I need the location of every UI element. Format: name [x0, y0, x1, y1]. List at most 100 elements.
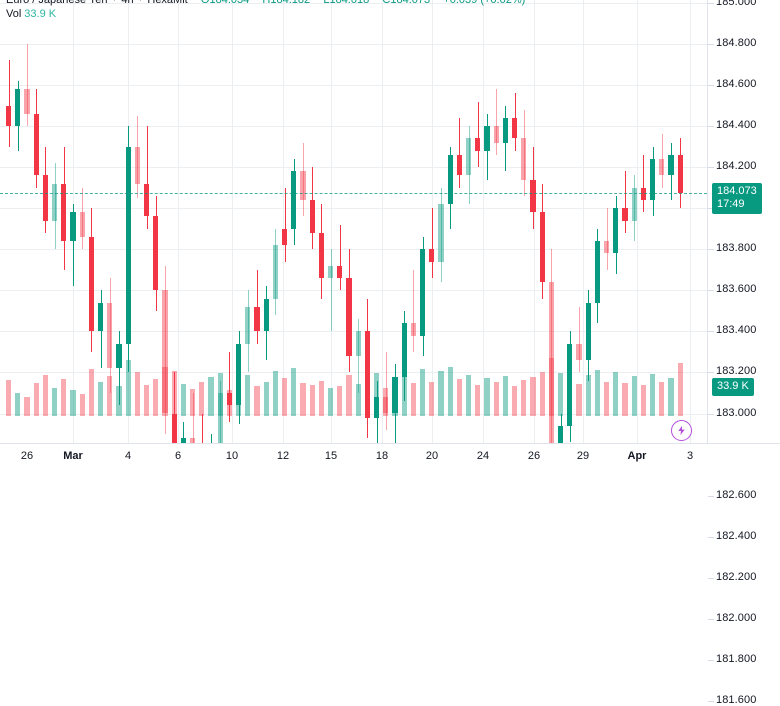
lightning-bolt-icon[interactable]: [670, 420, 692, 441]
legend-open-label: O: [200, 0, 210, 6]
current-price-badge[interactable]: 184.073 17:49: [712, 183, 762, 215]
candle-body: [447, 154, 453, 205]
gridline-vertical: [534, 0, 535, 443]
price-tick-dash: [708, 700, 714, 702]
candle-body: [51, 183, 58, 221]
candle-body: [383, 397, 389, 414]
volume-bar: [33, 383, 39, 416]
price-tick-dash: [708, 3, 714, 4]
candle-wick: [607, 208, 608, 270]
current-price-line: [0, 193, 707, 195]
candle-body: [364, 331, 371, 418]
legend-sep-4: [252, 0, 259, 6]
volume-bar: [51, 387, 58, 416]
candle-body: [456, 154, 463, 176]
volume-bar: [309, 384, 315, 416]
volume-bar: [410, 383, 417, 416]
chart-legend[interactable]: Euro / Japanese Yen · 4h · HexaMit O184.…: [6, 0, 525, 6]
volume-bar: [640, 384, 647, 416]
legend-change: +0.039 (+0.02%): [443, 0, 526, 6]
price-axis-label: 182.400: [716, 529, 757, 542]
candle-wick: [478, 101, 479, 168]
volume-bar: [429, 381, 435, 416]
price-tick-dash: [708, 659, 714, 661]
price-axis-label: 181.600: [716, 693, 757, 706]
volume-bar: [107, 376, 113, 416]
volume-bar: [327, 387, 334, 416]
volume-bar: [291, 368, 297, 416]
candle-wick: [331, 249, 332, 332]
candle-wick: [551, 249, 552, 443]
chart-plot-area[interactable]: [0, 0, 707, 443]
candle-body: [226, 392, 233, 406]
volume-bar: [281, 377, 288, 416]
volume-bar: [134, 372, 141, 416]
price-axis-label: 181.800: [716, 652, 757, 665]
candle-body: [401, 323, 407, 377]
candle-body: [245, 306, 251, 344]
volume-bar: [484, 377, 490, 416]
volume-bar: [15, 392, 21, 416]
candle-body: [631, 187, 637, 221]
price-axis-label: 183.000: [716, 406, 757, 419]
candle-body: [677, 154, 683, 194]
current-price-line-layer: [0, 193, 707, 195]
price-axis-label: 183.600: [716, 283, 757, 296]
volume-legend[interactable]: Vol 33.9 K: [6, 8, 56, 20]
price-axis[interactable]: 185.000 184.800 184.600 184.400 184.200 184.0…: [707, 0, 780, 706]
candle-wick: [220, 380, 221, 443]
gridline-horizontal: [0, 208, 707, 210]
current-price-time: 17:49: [717, 198, 745, 211]
candle-body: [309, 200, 315, 233]
candle-body: [70, 212, 76, 242]
gridline-horizontal: [0, 126, 707, 128]
time-axis-label: 24: [476, 450, 490, 462]
volume-bar: [88, 369, 95, 416]
volume-bar: [300, 383, 306, 416]
volume-bar: [254, 386, 260, 416]
candle-wick: [137, 115, 138, 198]
legend-sep-6: [372, 0, 379, 6]
volume-bar: [79, 394, 85, 416]
candle-body: [15, 89, 21, 127]
candle-body: [521, 138, 527, 180]
volume-bar: [5, 380, 12, 416]
price-tick-dash: [708, 85, 714, 87]
time-axis-label: 26: [20, 450, 34, 462]
volume-bar: [502, 376, 509, 416]
volume-bar: [180, 384, 187, 416]
volume-bar: [530, 377, 536, 416]
volume-bar: [373, 373, 380, 416]
price-tick-dash: [708, 167, 714, 169]
price-tick-dash: [708, 290, 714, 292]
volume-bar: [97, 381, 104, 416]
price-tick-dash: [708, 331, 714, 333]
candlestick-series: [5, 44, 683, 443]
price-tick-dash: [708, 372, 714, 374]
legend-sep-7: [433, 0, 440, 6]
gridline-horizontal: [0, 290, 707, 292]
time-axis-label: 15: [324, 450, 338, 462]
candle-body: [143, 183, 150, 217]
candle-body: [484, 126, 490, 151]
price-tick-dash: [708, 536, 714, 538]
candle-wick: [119, 331, 120, 406]
volume-bar: [493, 382, 499, 416]
candle-body: [24, 89, 30, 114]
legend-sep-2: ·: [138, 0, 143, 6]
candle-wick: [358, 319, 359, 393]
volume-bar: [557, 373, 564, 416]
candle-body: [530, 179, 536, 213]
volume-bar: [511, 386, 518, 416]
volume-bar: [272, 370, 279, 416]
volume-bar: [346, 374, 352, 416]
price-axis-label: 182.000: [716, 611, 757, 624]
volume-bar: [61, 378, 67, 416]
time-axis[interactable]: 26 Mar 4 6 10 12 15 18 20 24 26 29 Apr 3: [0, 443, 780, 470]
volume-badge[interactable]: 33.9 K: [712, 378, 754, 396]
volume-bar: [125, 359, 131, 416]
legend-low-label: L: [323, 0, 330, 6]
candle-wick: [193, 392, 194, 443]
price-tick-dash: [708, 495, 714, 497]
candle-wick: [165, 265, 166, 435]
